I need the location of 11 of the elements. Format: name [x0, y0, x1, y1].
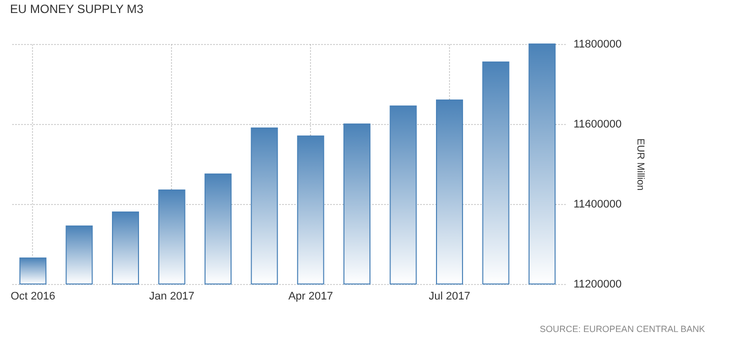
- y-axis-title: EUR Million: [634, 138, 646, 191]
- y-tick-label: 11200000: [574, 278, 622, 290]
- source-note: SOURCE: EUROPEAN CENTRAL BANK: [540, 324, 705, 334]
- y-tick-label: 11600000: [574, 118, 622, 130]
- x-tick-label: Oct 2016: [10, 290, 56, 302]
- x-tick-label: Jul 2017: [428, 290, 470, 302]
- y-tick-label: 11400000: [574, 198, 622, 210]
- x-tick-label: Apr 2017: [288, 290, 333, 302]
- x-tick-label: Jan 2017: [149, 290, 194, 302]
- chart-title: EU MONEY SUPPLY M3: [10, 2, 144, 16]
- y-tick-label: 11800000: [574, 38, 622, 50]
